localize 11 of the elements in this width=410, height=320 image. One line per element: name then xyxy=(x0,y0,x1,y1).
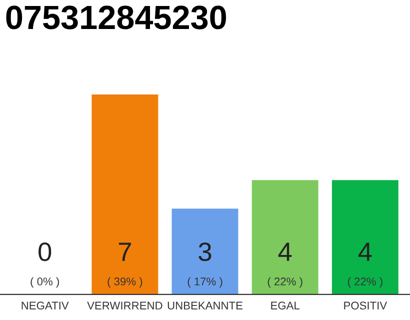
x-tick-label: EGAL xyxy=(271,302,300,310)
data-label: 7 ( 39% ) xyxy=(108,242,142,288)
data-label: 4 ( 22% ) xyxy=(348,242,382,288)
data-label: 4 ( 22% ) xyxy=(268,242,302,288)
data-label: 3 ( 17% ) xyxy=(188,242,222,288)
data-label: 0 ( 0% ) xyxy=(30,242,59,288)
x-tick-label: VERWIRREND xyxy=(87,302,162,310)
x-tick-label: POSITIV xyxy=(344,302,388,310)
chart-title: 075312845230 xyxy=(6,6,226,30)
x-tick-label: UNBEKANNTE xyxy=(168,302,242,310)
x-tick-label: NEGATIV xyxy=(22,302,69,310)
